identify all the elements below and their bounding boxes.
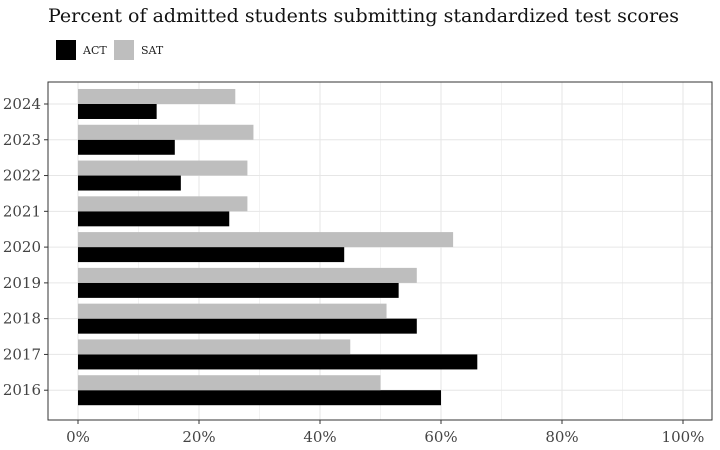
- legend-swatch-act: [56, 40, 76, 60]
- bar-sat-2024: [78, 88, 236, 104]
- y-tick-label: 2017: [3, 345, 41, 363]
- bars: [78, 88, 478, 406]
- bar-sat-2017: [78, 339, 351, 355]
- x-axis: 0% 20% 40% 60% 80% 100%: [66, 420, 704, 446]
- bar-sat-2018: [78, 303, 387, 319]
- y-tick-label: 2019: [3, 274, 41, 292]
- bar-sat-2019: [78, 267, 417, 283]
- bar-act-2021: [78, 211, 230, 227]
- x-tick-label: 0%: [66, 428, 90, 446]
- legend-swatch-sat: [114, 40, 134, 60]
- y-tick-label: 2021: [3, 202, 41, 220]
- bar-act-2018: [78, 318, 417, 334]
- bar-act-2017: [78, 354, 478, 370]
- x-tick-label: 20%: [182, 428, 215, 446]
- plot-border: [47, 81, 713, 421]
- bar-act-2023: [78, 139, 175, 155]
- legend: ACT SAT: [56, 40, 164, 60]
- chart-title: Percent of admitted students submitting …: [48, 5, 679, 27]
- legend-label-sat: SAT: [141, 44, 164, 57]
- y-tick-label: 2018: [3, 310, 41, 328]
- bar-act-2016: [78, 390, 441, 406]
- y-tick-label: 2020: [3, 238, 41, 256]
- bar-sat-2023: [78, 124, 254, 140]
- x-tick-label: 40%: [303, 428, 336, 446]
- bar-sat-2020: [78, 232, 454, 248]
- bar-sat-2021: [78, 196, 248, 212]
- bar-act-2022: [78, 175, 181, 191]
- y-tick-label: 2023: [3, 131, 41, 149]
- y-axis: 2016 2017 2018 2019 2020 2021 2022 2023 2024: [3, 95, 48, 399]
- bar-sat-2022: [78, 160, 248, 176]
- bar-act-2020: [78, 247, 345, 263]
- x-tick-label: 80%: [545, 428, 578, 446]
- x-tick-label: 100%: [662, 428, 705, 446]
- legend-label-act: ACT: [82, 44, 107, 57]
- x-tick-label: 60%: [424, 428, 457, 446]
- bar-act-2019: [78, 282, 399, 298]
- y-tick-label: 2022: [3, 167, 41, 185]
- y-tick-label: 2016: [3, 381, 41, 399]
- bar-act-2024: [78, 103, 157, 119]
- y-tick-label: 2024: [3, 95, 41, 113]
- bar-sat-2016: [78, 375, 381, 391]
